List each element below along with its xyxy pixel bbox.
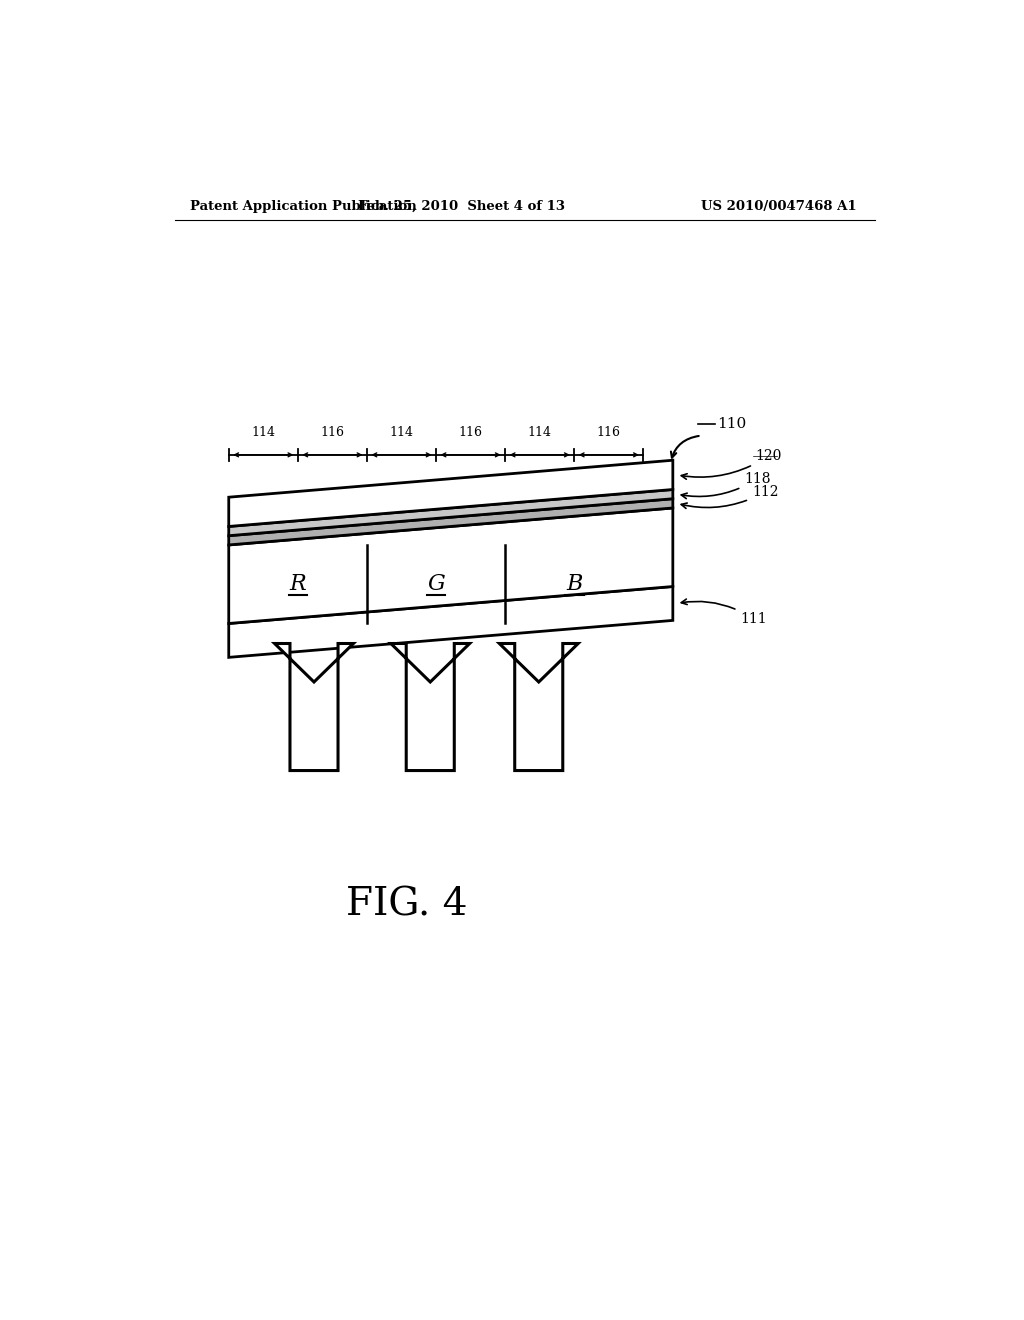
Polygon shape — [274, 644, 353, 771]
Text: 112: 112 — [681, 484, 778, 508]
Text: R: R — [290, 573, 306, 595]
Text: Patent Application Publication: Patent Application Publication — [190, 199, 417, 213]
Text: 114: 114 — [389, 426, 414, 440]
Text: 116: 116 — [321, 426, 344, 440]
Text: 116: 116 — [459, 426, 482, 440]
Text: 120: 120 — [681, 449, 782, 479]
Polygon shape — [228, 490, 673, 536]
Text: 114: 114 — [251, 426, 275, 440]
Text: 116: 116 — [597, 426, 621, 440]
Text: 111: 111 — [681, 599, 767, 626]
Polygon shape — [228, 461, 673, 527]
Text: Feb. 25, 2010  Sheet 4 of 13: Feb. 25, 2010 Sheet 4 of 13 — [357, 199, 565, 213]
Text: 118: 118 — [681, 471, 771, 499]
Polygon shape — [228, 586, 673, 657]
Polygon shape — [228, 508, 673, 623]
Text: FIG. 4: FIG. 4 — [346, 887, 468, 924]
Polygon shape — [228, 499, 673, 545]
Text: 114: 114 — [527, 426, 552, 440]
Text: 110: 110 — [717, 417, 746, 432]
Text: B: B — [566, 573, 583, 595]
Polygon shape — [391, 644, 470, 771]
Text: G: G — [427, 573, 445, 595]
Text: US 2010/0047468 A1: US 2010/0047468 A1 — [700, 199, 856, 213]
Polygon shape — [500, 644, 579, 771]
